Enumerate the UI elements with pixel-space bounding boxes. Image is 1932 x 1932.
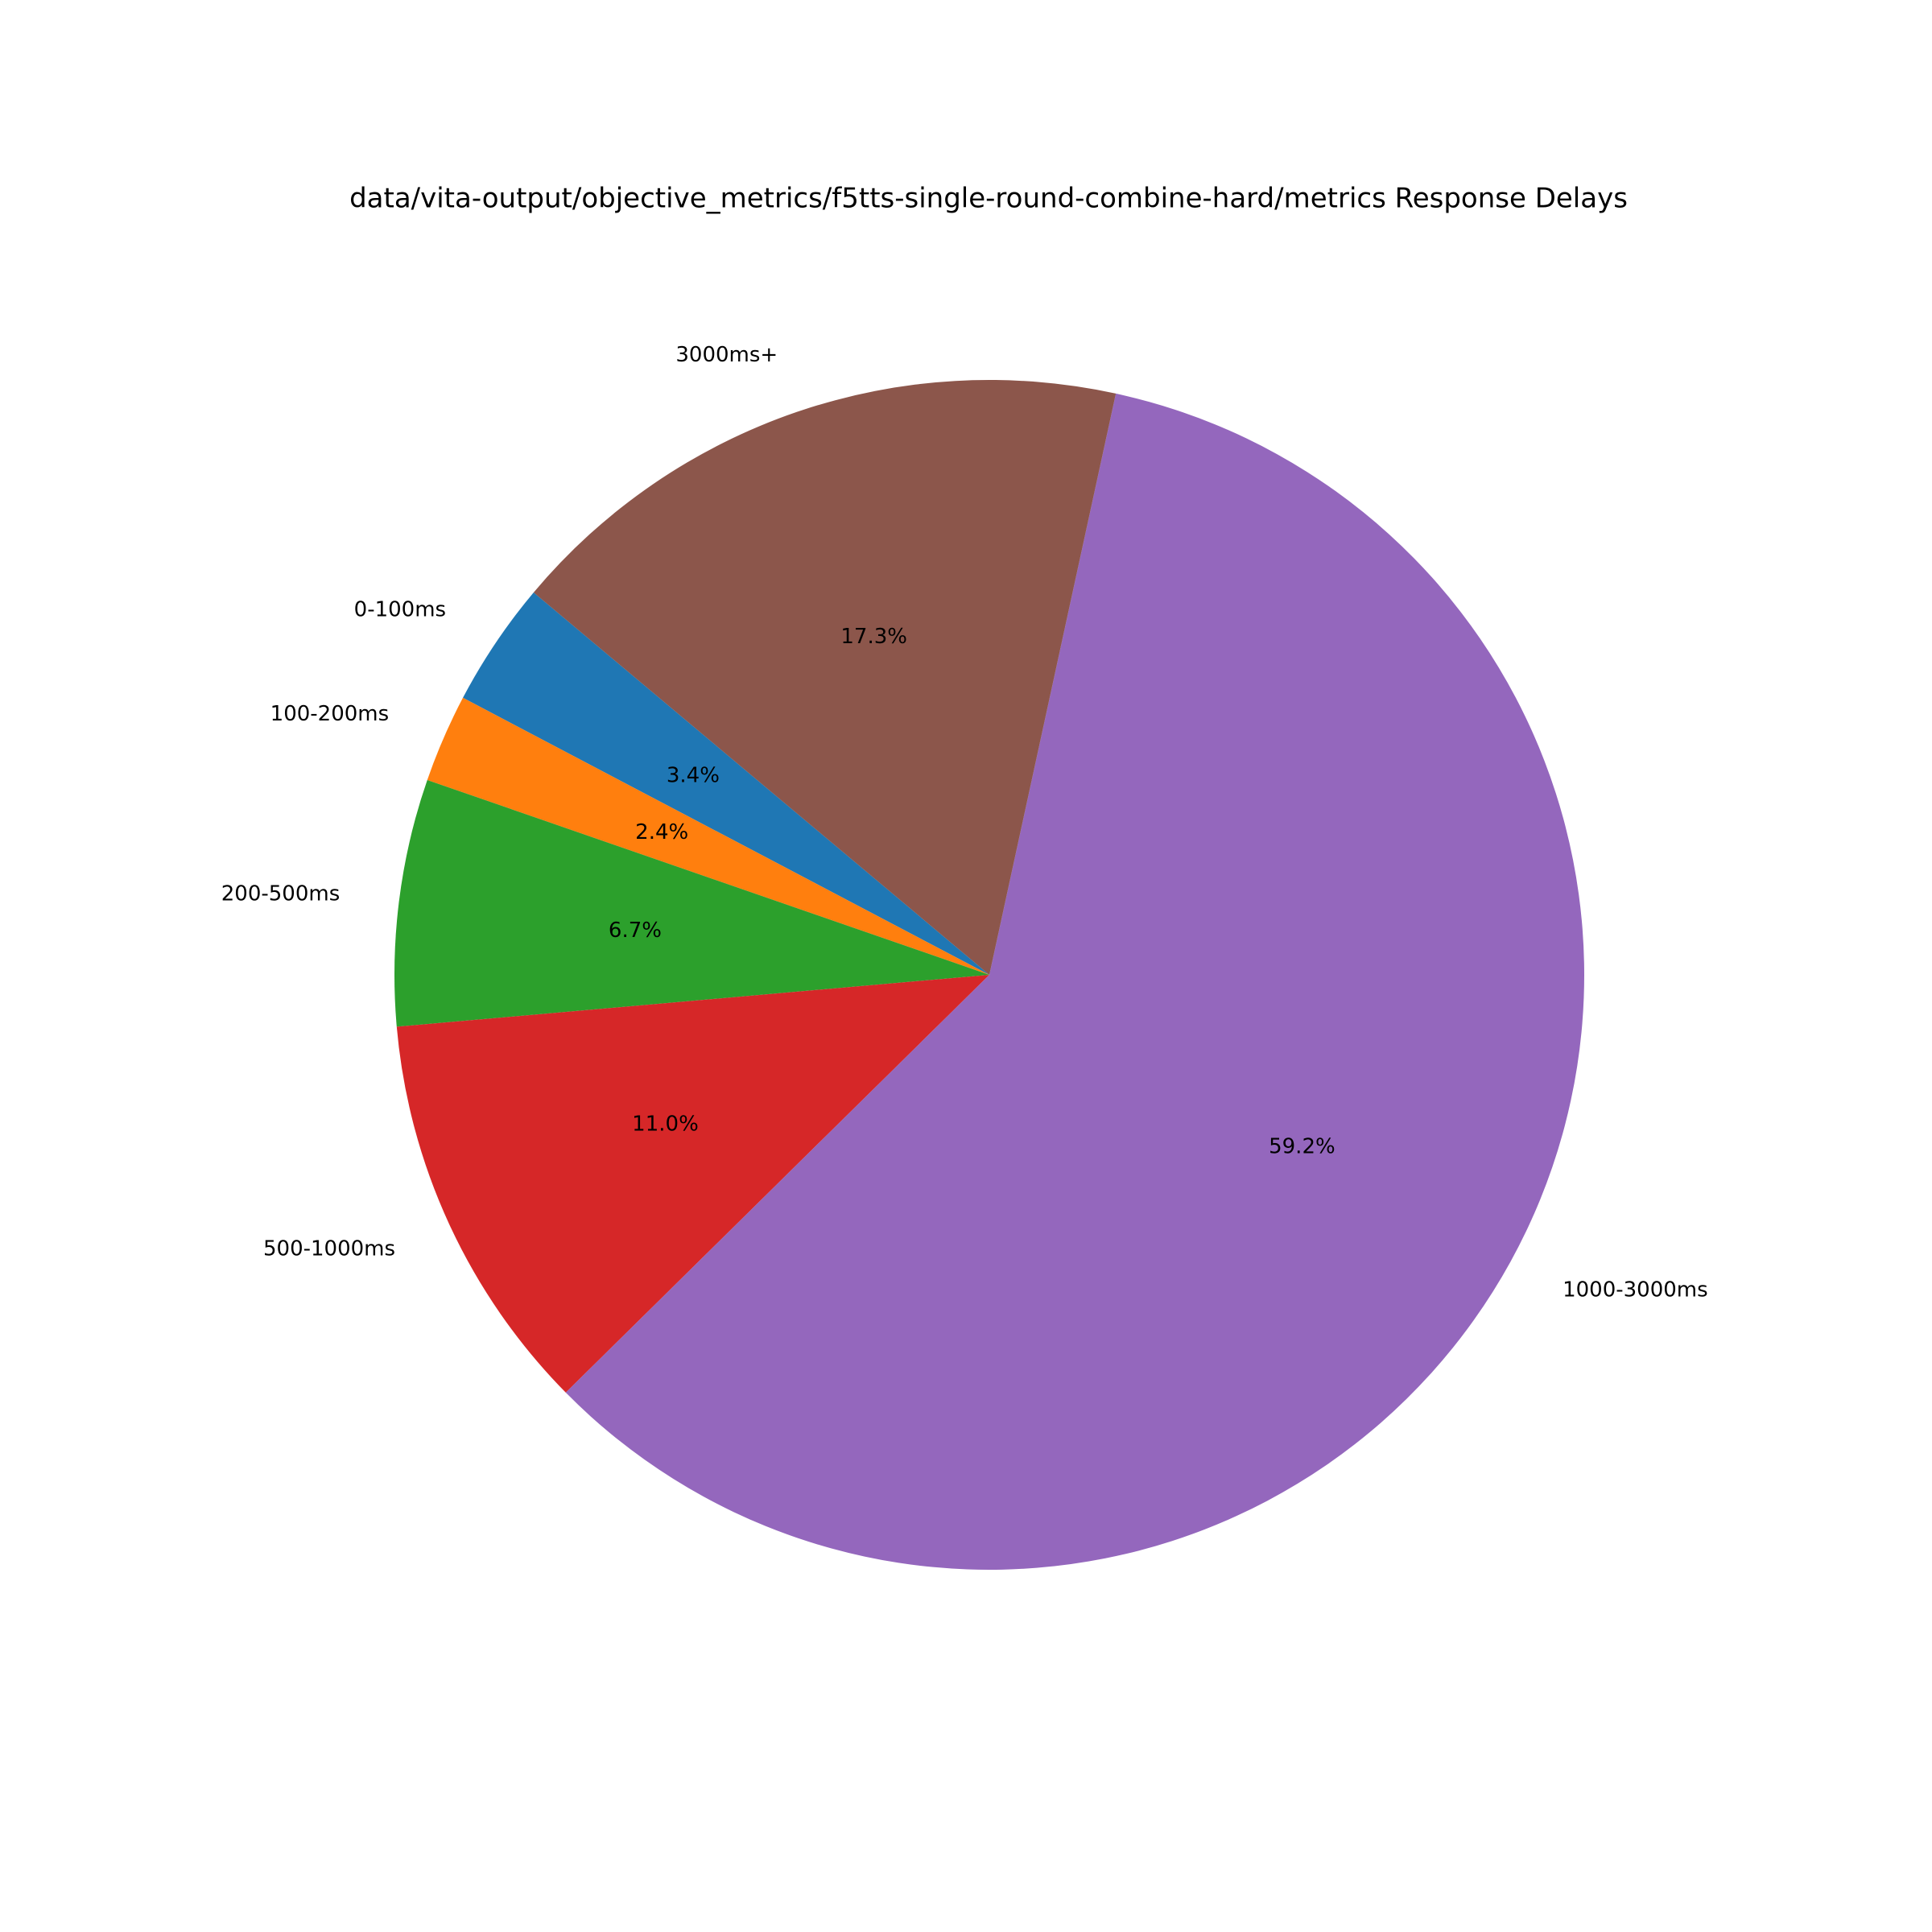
slice-label: 100-200ms — [270, 702, 390, 726]
percent-label: 17.3% — [840, 625, 907, 649]
percent-label: 59.2% — [1269, 1134, 1335, 1158]
pie-slice — [394, 779, 989, 1027]
slice-label: 200-500ms — [221, 882, 341, 906]
slice-label: 500-1000ms — [263, 1236, 395, 1261]
slice-label: 0-100ms — [354, 597, 446, 621]
percent-label: 3.4% — [667, 763, 720, 787]
slice-label: 1000-3000ms — [1563, 1278, 1708, 1302]
percent-label: 2.4% — [635, 820, 688, 844]
pie-slice — [533, 380, 1117, 976]
percent-label: 11.0% — [632, 1112, 699, 1136]
pie-slice — [427, 697, 989, 975]
pie-slice — [463, 592, 989, 975]
percent-label: 6.7% — [609, 919, 662, 943]
pie-slice — [396, 975, 989, 1393]
slice-label: 3000ms+ — [675, 343, 778, 367]
pie-slice — [565, 393, 1585, 1570]
chart-title: data/vita-output/objective_metrics/f5tts… — [349, 183, 1628, 215]
